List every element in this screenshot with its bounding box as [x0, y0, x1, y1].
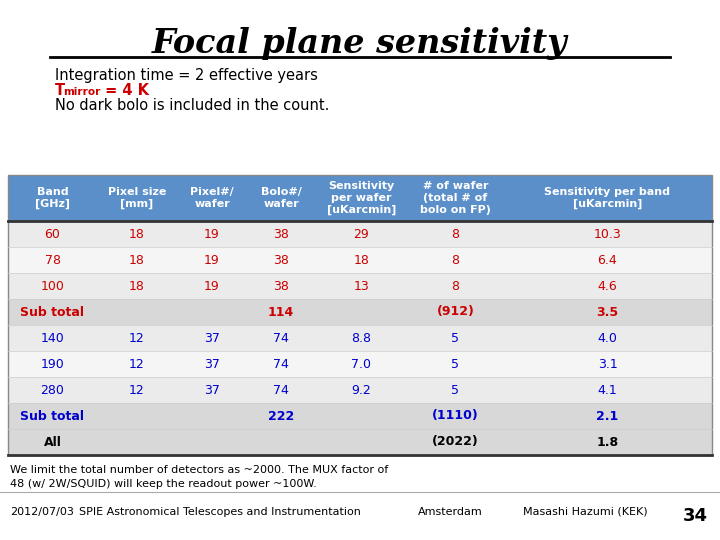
- Text: 18: 18: [354, 253, 369, 267]
- Text: Sensitivity
per wafer
[uKarcmin]: Sensitivity per wafer [uKarcmin]: [327, 181, 396, 215]
- Text: 18: 18: [129, 280, 145, 293]
- Bar: [8, 351, 712, 377]
- Text: 13: 13: [354, 280, 369, 293]
- Text: 18: 18: [129, 253, 145, 267]
- Text: 74: 74: [273, 383, 289, 396]
- Text: 280: 280: [40, 383, 64, 396]
- Text: 3.5: 3.5: [596, 306, 618, 319]
- Text: 5: 5: [451, 357, 459, 370]
- Text: Pixel#/
wafer: Pixel#/ wafer: [190, 187, 234, 209]
- Text: 140: 140: [40, 332, 64, 345]
- Text: Pixel size
[mm]: Pixel size [mm]: [108, 187, 166, 209]
- Text: (1110): (1110): [432, 409, 479, 422]
- Text: Masashi Hazumi (KEK): Masashi Hazumi (KEK): [523, 507, 647, 517]
- Text: 78: 78: [45, 253, 60, 267]
- Text: 74: 74: [273, 332, 289, 345]
- Text: 19: 19: [204, 227, 220, 240]
- Text: 100: 100: [40, 280, 64, 293]
- Text: 19: 19: [204, 280, 220, 293]
- Text: 4.0: 4.0: [598, 332, 618, 345]
- Text: 8: 8: [451, 253, 459, 267]
- Text: 12: 12: [129, 383, 145, 396]
- Text: Amsterdam: Amsterdam: [418, 507, 482, 517]
- Bar: [8, 429, 712, 455]
- Text: 8: 8: [451, 227, 459, 240]
- Text: 8: 8: [451, 280, 459, 293]
- Text: 4.6: 4.6: [598, 280, 617, 293]
- Text: (2022): (2022): [432, 435, 479, 449]
- Text: 12: 12: [129, 357, 145, 370]
- Text: Band
[GHz]: Band [GHz]: [35, 187, 70, 209]
- Text: 222: 222: [268, 409, 294, 422]
- Text: 37: 37: [204, 357, 220, 370]
- Text: 10.3: 10.3: [593, 227, 621, 240]
- Text: Bolo#/
wafer: Bolo#/ wafer: [261, 187, 302, 209]
- Text: 29: 29: [354, 227, 369, 240]
- Text: 8.8: 8.8: [351, 332, 372, 345]
- Bar: [8, 299, 712, 325]
- Text: 6.4: 6.4: [598, 253, 617, 267]
- Text: = 4 K: = 4 K: [100, 83, 149, 98]
- Bar: [8, 175, 712, 455]
- Text: 60: 60: [45, 227, 60, 240]
- Text: 7.0: 7.0: [351, 357, 372, 370]
- Text: 5: 5: [451, 383, 459, 396]
- Text: 2012/07/03: 2012/07/03: [10, 507, 74, 517]
- Text: 37: 37: [204, 383, 220, 396]
- Text: No dark bolo is included in the count.: No dark bolo is included in the count.: [55, 98, 329, 113]
- Text: 1.8: 1.8: [596, 435, 618, 449]
- Bar: [8, 377, 712, 403]
- Text: 48 (w/ 2W/SQUID) will keep the readout power ~100W.: 48 (w/ 2W/SQUID) will keep the readout p…: [10, 479, 317, 489]
- Text: 34: 34: [683, 507, 708, 525]
- Text: SPIE Astronomical Telescopes and Instrumentation: SPIE Astronomical Telescopes and Instrum…: [79, 507, 361, 517]
- Text: 2.1: 2.1: [596, 409, 618, 422]
- Text: 37: 37: [204, 332, 220, 345]
- Text: # of wafer
(total # of
bolo on FP): # of wafer (total # of bolo on FP): [420, 181, 491, 214]
- Text: mirror: mirror: [63, 87, 100, 97]
- Text: 38: 38: [273, 280, 289, 293]
- Text: We limit the total number of detectors as ~2000. The MUX factor of: We limit the total number of detectors a…: [10, 465, 388, 475]
- Text: All: All: [44, 435, 61, 449]
- Bar: [8, 221, 712, 247]
- Text: 74: 74: [273, 357, 289, 370]
- Text: 38: 38: [273, 253, 289, 267]
- Text: T: T: [55, 83, 65, 98]
- Text: 190: 190: [40, 357, 64, 370]
- Bar: [8, 403, 712, 429]
- Text: Focal plane sensitivity: Focal plane sensitivity: [152, 27, 568, 60]
- Text: Sub total: Sub total: [20, 409, 84, 422]
- Text: 4.1: 4.1: [598, 383, 617, 396]
- Text: Integration time = 2 effective years: Integration time = 2 effective years: [55, 68, 318, 83]
- Text: 5: 5: [451, 332, 459, 345]
- Bar: [8, 273, 712, 299]
- Text: 19: 19: [204, 253, 220, 267]
- Bar: [8, 325, 712, 351]
- Text: 38: 38: [273, 227, 289, 240]
- Text: 9.2: 9.2: [351, 383, 372, 396]
- Text: 3.1: 3.1: [598, 357, 617, 370]
- Text: Sub total: Sub total: [20, 306, 84, 319]
- Text: 114: 114: [268, 306, 294, 319]
- Bar: [8, 247, 712, 273]
- Bar: [8, 175, 712, 221]
- Text: (912): (912): [436, 306, 474, 319]
- Text: 12: 12: [129, 332, 145, 345]
- Text: Sensitivity per band
[uKarcmin]: Sensitivity per band [uKarcmin]: [544, 187, 670, 209]
- Text: 18: 18: [129, 227, 145, 240]
